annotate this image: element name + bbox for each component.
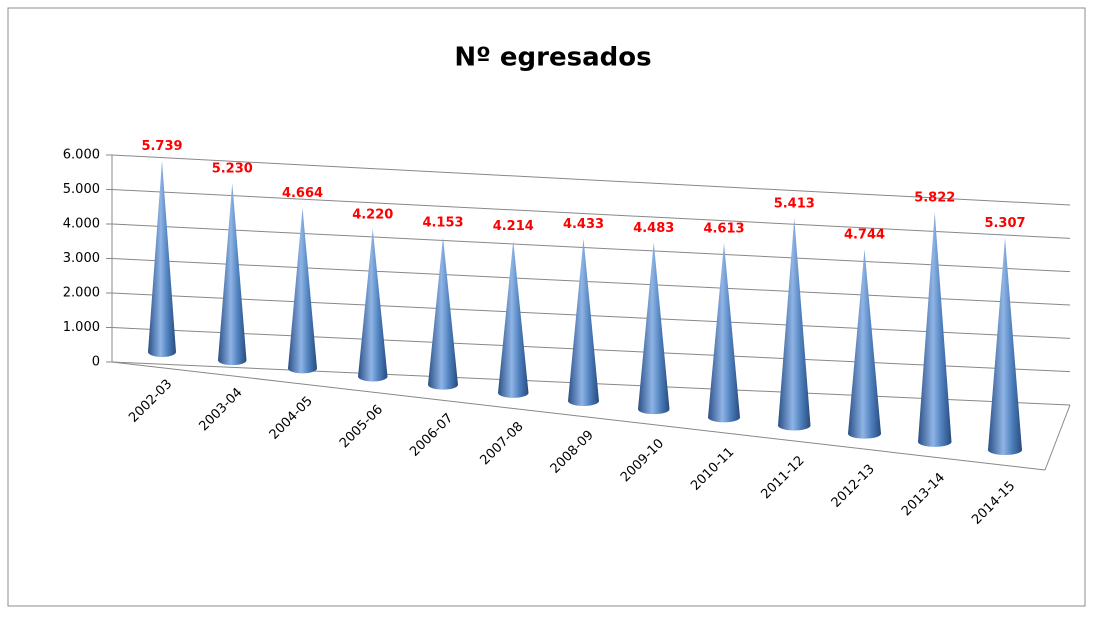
cone <box>498 240 529 398</box>
grid-line <box>111 223 1071 273</box>
y-tick-label: 6.000 <box>63 148 100 163</box>
value-label: 5.822 <box>914 191 955 206</box>
value-label: 5.230 <box>212 161 253 176</box>
floor-edge <box>111 361 1046 471</box>
value-label: 4.664 <box>282 186 323 201</box>
cone <box>288 207 317 374</box>
y-tick-label: 0 <box>92 355 100 370</box>
grid-line <box>111 189 1071 239</box>
value-label: 5.739 <box>141 139 182 154</box>
cone <box>778 218 811 431</box>
cone <box>568 238 599 407</box>
grid-line <box>111 292 1071 339</box>
cone <box>988 237 1022 455</box>
cone <box>428 237 458 390</box>
cone <box>848 249 881 439</box>
y-tick-label: 2.000 <box>63 286 100 301</box>
value-label: 4.433 <box>563 217 604 232</box>
grid-line <box>111 258 1071 306</box>
cone <box>708 243 740 423</box>
grid-line <box>111 154 1071 206</box>
cone <box>218 182 247 366</box>
cone <box>918 212 952 447</box>
value-label: 5.413 <box>774 197 815 212</box>
value-label: 4.744 <box>844 228 885 243</box>
floor-side <box>1044 404 1071 471</box>
y-tick-label: 3.000 <box>63 251 100 266</box>
value-label: 5.307 <box>984 216 1025 231</box>
y-tick-label: 5.000 <box>63 182 100 197</box>
y-tick-label: 4.000 <box>63 217 100 232</box>
chart-title: Nº egresados <box>454 43 651 73</box>
chart-border <box>7 7 1086 607</box>
cone <box>148 160 176 357</box>
cone <box>638 242 670 415</box>
cone <box>358 228 388 382</box>
value-label: 4.220 <box>352 207 393 222</box>
value-label: 4.153 <box>422 216 463 231</box>
value-label: 4.214 <box>493 219 534 234</box>
value-label: 4.483 <box>633 221 674 236</box>
y-tick-label: 1.000 <box>63 320 100 335</box>
value-label: 4.613 <box>703 222 744 237</box>
